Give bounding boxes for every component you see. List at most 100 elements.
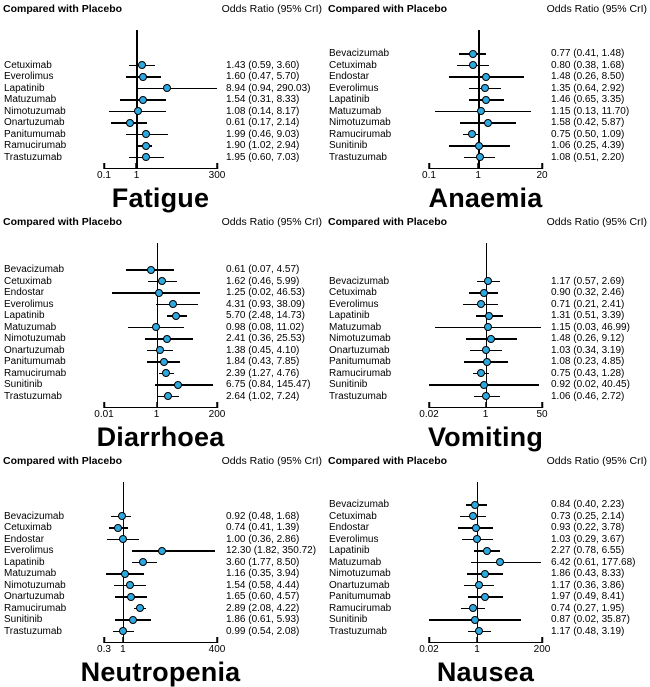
odds-ratio-marker (479, 288, 488, 297)
odds-ratio-value: 2.27 (0.78, 6.55) (551, 545, 625, 557)
odds-ratio-marker (483, 546, 492, 555)
axis-tick-label: 0.3 (97, 644, 111, 655)
forest-row: Trastuzumab 1.06 (0.46, 2.72) (328, 391, 647, 403)
forest-row: Sunitinib 0.92 (0.02, 40.45) (328, 379, 647, 391)
odds-ratio-marker (475, 141, 484, 150)
drug-label: Lapatinib (4, 556, 45, 568)
ci-strip (429, 568, 542, 580)
panel-header: Compared with Placebo Odds Ratio (95% CrI… (328, 216, 647, 229)
odds-ratio-marker (482, 357, 491, 366)
plot-area: Bevacizumab 0.77 (0.41, 1.48) Cetuximab 0.8… (328, 16, 647, 169)
odds-ratio-value: 0.92 (0.48, 1.68) (226, 510, 300, 522)
drug-label: Trastuzumab (4, 625, 62, 637)
drug-label: Cetuximab (329, 59, 377, 71)
forest-row: Onartuzumab 1.38 (0.45, 4.10) (3, 345, 322, 357)
ci-strip (429, 140, 542, 152)
odds-ratio-value: 1.17 (0.57, 2.69) (551, 275, 625, 287)
drug-label: Ramucirumab (4, 140, 67, 152)
ci-strip (429, 94, 542, 106)
odds-ratio-marker (481, 592, 490, 601)
ci-line (154, 384, 214, 386)
forest-row: Trastuzumab 1.17 (0.48, 3.19) (328, 626, 647, 638)
forest-row: Everolimus 4.31 (0.93, 38.09) (3, 299, 322, 311)
ci-strip (429, 356, 542, 368)
odds-ratio-marker (467, 130, 476, 139)
forest-row: Lapatinib 1.31 (0.51, 3.39) (328, 310, 647, 322)
ci-strip (429, 60, 542, 72)
drug-label: Trastuzumab (329, 625, 387, 637)
forest-row: Onartuzumab 1.65 (0.60, 4.57) (3, 591, 322, 603)
ci-strip (429, 534, 542, 546)
ci-strip (429, 152, 542, 164)
forest-row: Panitumumab 1.08 (0.23, 4.85) (328, 356, 647, 368)
odds-ratio-marker (118, 627, 127, 636)
odds-ratio-marker (125, 581, 134, 590)
ci-strip (104, 545, 217, 557)
drug-label: Ramucirumab (4, 367, 67, 379)
odds-ratio-value: 6.75 (0.84, 145.47) (226, 379, 311, 391)
forest-panel-anaemia: Compared with Placebo Odds Ratio (95% CrI… (325, 0, 650, 213)
ci-strip (429, 614, 542, 626)
drug-label: Nimotuzumab (329, 117, 391, 129)
odds-ratio-value: 0.84 (0.40, 2.23) (551, 499, 625, 511)
odds-ratio-value: 3.60 (1.77, 8.50) (226, 556, 300, 568)
drug-label: Lapatinib (329, 310, 370, 322)
axis-tick-labels: 0.3 1 400 (97, 643, 225, 656)
odds-ratio-value: 1.06 (0.46, 2.72) (551, 390, 625, 402)
odds-ratio-value: 1.16 (0.35, 3.94) (226, 568, 300, 580)
drug-label: Panitumumab (4, 356, 66, 368)
axis-tick-labels: 0.02 1 200 (419, 643, 550, 656)
drug-label: Nimotuzumab (4, 333, 66, 345)
odds-ratio-value: 0.61 (0.17, 2.14) (226, 117, 300, 129)
odds-ratio-marker (480, 380, 489, 389)
forest-row: Everolimus 1.03 (0.29, 3.67) (328, 534, 647, 546)
forest-row: Sunitinib 6.75 (0.84, 145.47) (3, 379, 322, 391)
drug-label: Onartuzumab (329, 579, 390, 591)
forest-row: Trastuzumab 0.99 (0.54, 2.08) (3, 626, 322, 638)
x-axis-line (429, 167, 542, 169)
forest-row: Sunitinib 1.86 (0.61, 5.93) (3, 614, 322, 626)
forest-rows: Bevacizumab 0.92 (0.48, 1.68) Cetuximab 0.7… (3, 511, 322, 638)
odds-ratio-value: 1.08 (0.14, 8.17) (226, 105, 300, 117)
ci-strip (429, 557, 542, 569)
odds-ratio-marker (156, 346, 165, 355)
odds-ratio-marker (172, 311, 181, 320)
x-axis-line (104, 406, 217, 408)
drug-label: Bevacizumab (329, 499, 390, 511)
odds-ratio-marker (174, 380, 183, 389)
odds-ratio-value: 1.15 (0.03, 46.99) (551, 321, 630, 333)
odds-ratio-value: 1.90 (1.02, 2.94) (226, 140, 300, 152)
forest-rows: Bevacizumab 0.77 (0.41, 1.48) Cetuximab 0.8… (328, 48, 647, 163)
forest-panel-nausea: Compared with Placebo Odds Ratio (95% CrI… (325, 452, 650, 687)
odds-ratio-value: 1.31 (0.51, 3.39) (551, 310, 625, 322)
comparator-label: Compared with Placebo (3, 216, 123, 228)
odds-ratio-value: 1.54 (0.58, 4.44) (226, 579, 300, 591)
axis-tick-label: 0.1 (97, 170, 111, 181)
ci-strip (104, 345, 217, 357)
drug-label: Trastuzumab (329, 151, 387, 163)
drug-label: Panitumumab (4, 128, 66, 140)
ci-strip (104, 356, 217, 368)
odds-ratio-value: 1.25 (0.02, 46.53) (226, 287, 305, 299)
forest-row: Ramucirumab 2.89 (2.08, 4.22) (3, 603, 322, 615)
comparator-label: Compared with Placebo (3, 455, 123, 467)
drug-label: Nimotuzumab (329, 568, 391, 580)
drug-label: Sunitinib (4, 614, 43, 626)
plot-area: Bevacizumab 0.61 (0.07, 4.57) Cetuximab 1.6… (3, 229, 322, 408)
comparator-label: Compared with Placebo (328, 216, 448, 228)
odds-ratio-value: 1.17 (0.48, 3.19) (551, 625, 625, 637)
x-axis-line (429, 641, 542, 643)
drug-label: Everolimus (4, 298, 54, 310)
odds-ratio-value: 4.31 (0.93, 38.09) (226, 298, 305, 310)
drug-label: Lapatinib (4, 82, 45, 94)
axis-tick-label: 300 (208, 170, 226, 181)
x-axis (103, 402, 218, 408)
odds-ratio-marker (163, 392, 172, 401)
forest-row: Lapatinib 8.94 (0.94, 290.03) (3, 83, 322, 95)
odds-ratio-value: 0.74 (0.41, 1.39) (226, 522, 300, 534)
drug-label: Cetuximab (4, 59, 52, 71)
ci-strip (104, 264, 217, 276)
forest-row: Lapatinib 3.60 (1.77, 8.50) (3, 557, 322, 569)
odds-ratio-value: 1.00 (0.36, 2.86) (226, 533, 300, 545)
